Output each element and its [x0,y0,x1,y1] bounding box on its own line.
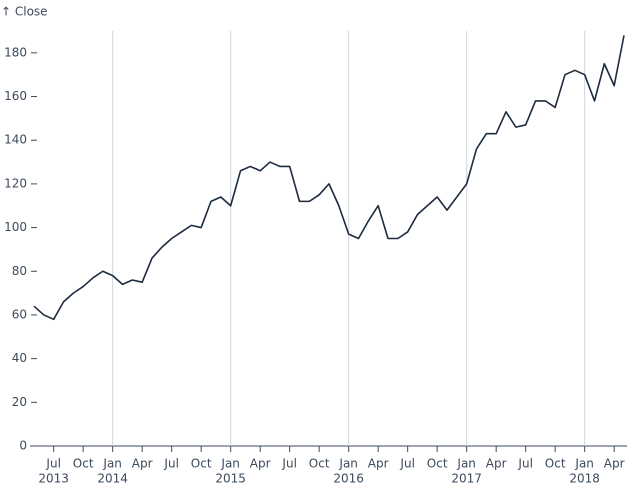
y-tick-label: 180 [4,45,27,59]
y-tick-label: 20 [12,395,27,409]
x-tick-label: Jan [102,457,122,471]
x-tick-label: Apr [368,457,389,471]
y-tick-label: 120 [4,176,27,190]
y-tick-label: 0 [19,439,27,453]
y-tick-label: 60 [12,307,27,321]
y-tick-label: 140 [4,133,27,147]
x-tick-year: 2018 [569,472,600,486]
y-tick-label: 80 [12,264,27,278]
y-tick-label: 160 [4,89,27,103]
x-tick-label: Apr [486,457,507,471]
x-tick-label: Jul [399,457,414,471]
x-tick-label: Jul [163,457,178,471]
x-tick-year: 2016 [333,472,364,486]
x-tick-label: Jan [220,457,240,471]
x-tick-year: 2015 [215,472,246,486]
x-tick-label: Apr [132,457,153,471]
x-tick-label: Oct [427,457,448,471]
x-tick-label: Oct [545,457,566,471]
x-tick-label: Jul [45,457,60,471]
y-tick-label: 40 [12,351,27,365]
price-line [33,35,625,321]
x-tick-label: Jan [338,457,358,471]
x-tick-label: Oct [73,457,94,471]
x-tick-label: Jul [517,457,532,471]
x-tick-label: Jul [281,457,296,471]
x-tick-label: Oct [309,457,330,471]
x-tick-label: Apr [250,457,271,471]
x-tick-label: Apr [604,457,625,471]
x-tick-year: 2013 [38,472,69,486]
x-tick-label: Jan [456,457,476,471]
x-tick-year: 2017 [451,472,482,486]
x-tick-label: Jan [574,457,594,471]
x-tick-year: 2014 [97,472,128,486]
x-tick-label: Oct [191,457,212,471]
y-tick-label: 100 [4,220,27,234]
y-axis-label: ↑ Close [1,5,48,19]
